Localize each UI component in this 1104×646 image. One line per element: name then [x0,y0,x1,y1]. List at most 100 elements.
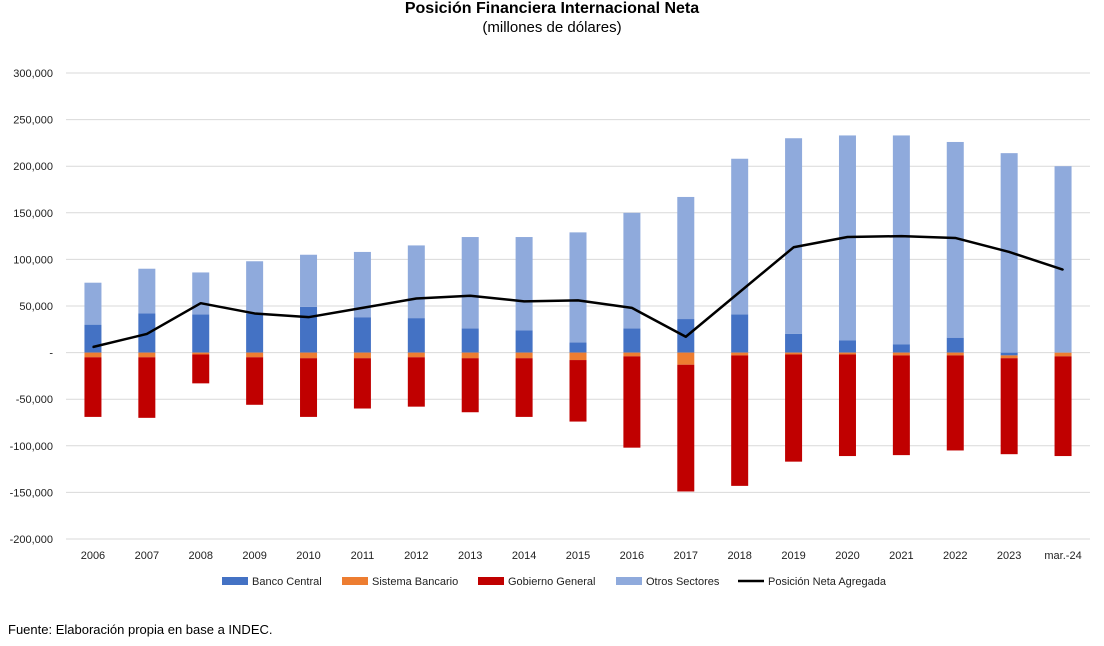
bar-sistema-bancario [623,352,641,357]
net-position-point [92,346,94,348]
net-position-point [523,300,525,303]
bar-sistema-bancario [353,352,371,359]
net-position-point [684,335,687,338]
bar-gobierno-general [569,360,587,422]
legend-swatch-otros-sectores [616,577,642,585]
bar-gobierno-general [677,364,695,492]
bar-gobierno-general [838,354,856,457]
y-tick-label: -150,000 [10,487,53,499]
legend-swatch-gobierno-general [478,577,504,585]
net-position-point [469,294,472,297]
net-position-point [415,297,418,300]
x-tick-label: 2013 [458,550,482,562]
y-tick-label: 250,000 [13,115,53,127]
bar-gobierno-general [1054,356,1072,457]
x-tick-label: 2016 [620,550,644,562]
bar-sistema-bancario [677,352,695,365]
x-tick-label: 2006 [81,550,105,562]
bar-banco-central [946,337,964,353]
bar-sistema-bancario [946,352,964,356]
y-tick-label: 300,000 [13,68,53,80]
y-tick-label: - [49,348,53,360]
net-position-line-layer [92,234,1064,349]
bar-gobierno-general [300,358,318,417]
x-tick-label: 2020 [835,550,859,562]
bar-sistema-bancario [1000,355,1018,359]
bar-gobierno-general [138,357,156,418]
bar-otros-sectores [353,251,371,318]
bar-otros-sectores [731,158,749,315]
bar-otros-sectores [138,268,156,314]
legend-label-otros-sectores: Otros Sectores [646,576,720,588]
bar-banco-central [353,317,371,353]
bar-banco-central [407,318,425,353]
net-position-point [1062,268,1064,271]
x-tick-label: 2023 [997,550,1021,562]
bar-banco-central [569,342,587,353]
bar-otros-sectores [192,272,210,315]
bar-sistema-bancario [192,352,210,355]
bar-banco-central [731,314,749,353]
net-position-point [253,312,256,315]
bar-gobierno-general [1000,358,1018,455]
source-note: Fuente: Elaboración propia en base a IND… [8,622,273,637]
bar-sistema-bancario [892,352,910,356]
bar-gobierno-general [407,357,425,407]
bar-otros-sectores [785,138,803,334]
bar-otros-sectores [246,261,264,314]
bar-sistema-bancario [515,352,533,359]
legend-label-banco-central: Banco Central [252,576,322,588]
net-position-point [146,333,148,335]
y-tick-label: 200,000 [13,161,53,173]
x-tick-label: 2014 [512,550,536,562]
net-position-point [738,291,741,293]
bar-banco-central [838,340,856,353]
bar-sistema-bancario [838,352,856,355]
bar-gobierno-general [785,354,803,462]
x-tick-label: 2021 [889,550,913,562]
net-position-point [307,316,310,318]
bar-gobierno-general [515,358,533,417]
bar-banco-central [461,328,479,353]
chart-title: Posición Financiera Internacional Neta [404,0,700,17]
x-tick-label: 2008 [188,550,212,562]
y-tick-label: -200,000 [10,534,53,546]
legend-swatch-banco-central [222,577,248,585]
x-tick-label: 2022 [943,550,967,562]
x-tick-label: 2018 [727,550,751,562]
legend-label-sistema-bancario: Sistema Bancario [372,576,458,588]
bar-banco-central [84,324,102,353]
bar-otros-sectores [1054,166,1072,353]
bar-gobierno-general [84,357,102,417]
grid-lines [66,72,1090,540]
bar-sistema-bancario [569,352,587,361]
bar-otros-sectores [623,212,641,329]
x-tick-label: 2007 [135,550,159,562]
net-position-point [792,246,795,249]
bar-sistema-bancario [84,352,102,358]
legend-label-posición-neta-agregada: Posición Neta Agregada [768,576,887,588]
net-position-point [900,235,903,237]
bar-gobierno-general [192,354,210,384]
x-axis: 2006 2007 2008 2009 2010 2011 2012 2013 2014 2015… [81,550,1082,562]
bar-sistema-bancario [461,352,479,359]
net-position-point [361,307,364,309]
bar-sistema-bancario [246,352,264,358]
bar-gobierno-general [892,355,910,456]
bars [84,135,1072,492]
bar-banco-central [892,344,910,353]
bar-otros-sectores [461,237,479,329]
net-position-point [846,236,849,238]
chart-subtitle: (millones de dólares) [482,19,622,36]
net-position-point [577,299,579,302]
bar-otros-sectores [515,237,533,331]
x-tick-label: 2019 [781,550,805,562]
bar-gobierno-general [946,355,964,451]
bar-banco-central [623,328,641,353]
y-tick-label: 50,000 [19,301,53,313]
legend: Banco Central Sistema Bancario Gobierno Ge… [222,576,887,588]
net-position-point [631,307,633,309]
legend-label-gobierno-general: Gobierno General [508,576,595,588]
bar-gobierno-general [246,357,264,405]
